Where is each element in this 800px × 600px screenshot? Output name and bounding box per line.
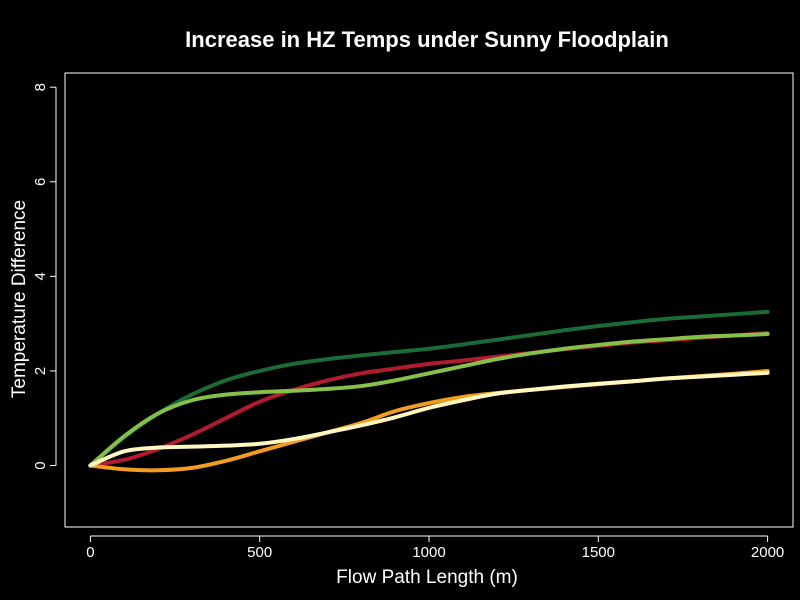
x-axis: 0 500 1000 1500 2000: [86, 535, 784, 561]
x-tick-label: 1000: [412, 544, 445, 561]
series-line-4: [88, 368, 770, 473]
x-tick-label: 0: [86, 544, 94, 561]
y-tick-label: 2: [32, 367, 49, 375]
y-tick-label: 6: [32, 178, 49, 186]
series-line-3: [88, 332, 770, 468]
x-axis-label: Flow Path Length (m): [336, 567, 518, 588]
y-axis-label: Temperature Difference: [9, 200, 30, 398]
y-tick-label: 0: [32, 461, 49, 469]
x-tick-label: 2000: [751, 544, 784, 561]
y-axis: 0 2 4 6 8: [32, 83, 57, 470]
series-line-1: [88, 309, 770, 468]
x-tick-label: 1500: [582, 544, 615, 561]
x-tick-label: 500: [247, 544, 272, 561]
series-layer: [88, 309, 770, 473]
chart-title: Increase in HZ Temps under Sunny Floodpl…: [185, 27, 669, 52]
plot-frame: [64, 72, 794, 528]
y-tick-label: 4: [32, 272, 49, 280]
y-tick-label: 8: [32, 83, 49, 91]
series-line-5: [88, 370, 770, 468]
